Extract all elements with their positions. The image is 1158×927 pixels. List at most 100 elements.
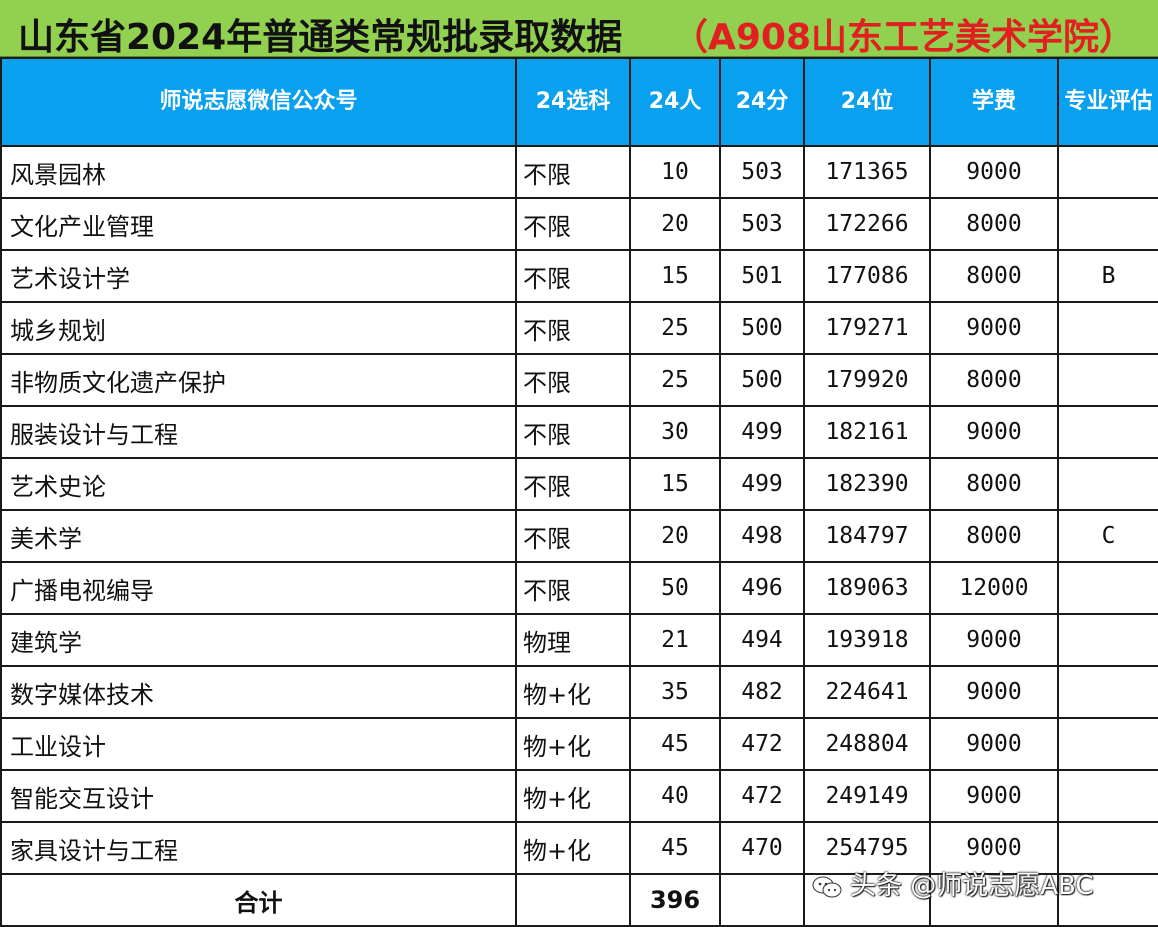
table-header-row: 师说志愿微信公众号 24选科 24人 24分 24位 学费 专业评估	[0, 57, 1158, 147]
cell-subject: 不限	[515, 561, 631, 615]
cell-score: 472	[719, 769, 805, 823]
cell-major: 数字媒体技术	[0, 665, 517, 719]
cell-subject: 物理	[515, 613, 631, 667]
cell-score: 472	[719, 717, 805, 771]
cell-count: 20	[629, 509, 721, 563]
title-bar: 山东省2024年普通类常规批录取数据 （A908山东工艺美术学院）	[0, 0, 1158, 58]
watermark-text: 头条 @师说志愿ABC	[850, 871, 1094, 901]
table-row: 家具设计与工程 物+化 45 470 254795 9000	[0, 821, 1158, 875]
cell-score: 482	[719, 665, 805, 719]
cell-major: 工业设计	[0, 717, 517, 771]
wechat-icon	[812, 876, 842, 897]
cell-eval	[1057, 665, 1158, 719]
cell-count: 20	[629, 197, 721, 251]
cell-count: 25	[629, 353, 721, 407]
table-row: 非物质文化遗产保护 不限 25 500 179920 8000	[0, 353, 1158, 407]
header-count: 24人	[629, 57, 721, 147]
header-eval: 专业评估	[1057, 57, 1158, 147]
cell-fee: 8000	[929, 197, 1059, 251]
cell-fee: 9000	[929, 145, 1059, 199]
cell-eval: B	[1057, 249, 1158, 303]
cell-eval	[1057, 717, 1158, 771]
cell-subject: 不限	[515, 145, 631, 199]
cell-rank: 179271	[803, 301, 931, 355]
cell-rank: 224641	[803, 665, 931, 719]
cell-rank: 182161	[803, 405, 931, 459]
cell-subject: 不限	[515, 249, 631, 303]
cell-score: 499	[719, 457, 805, 511]
cell-major: 家具设计与工程	[0, 821, 517, 875]
cell-eval	[1057, 301, 1158, 355]
admission-table: 师说志愿微信公众号 24选科 24人 24分 24位 学费 专业评估 风景园林不…	[0, 57, 1158, 927]
header-rank: 24位	[803, 57, 931, 147]
cell-fee: 8000	[929, 457, 1059, 511]
cell-subject: 不限	[515, 509, 631, 563]
cell-subject: 不限	[515, 405, 631, 459]
cell-score: 470	[719, 821, 805, 875]
total-empty-cell	[515, 873, 631, 927]
header-subject: 24选科	[515, 57, 631, 147]
table-row: 艺术设计学 不限 15 501 177086 8000 B	[0, 249, 1158, 303]
table-row: 服装设计与工程 不限 30 499 182161 9000	[0, 405, 1158, 459]
cell-subject: 不限	[515, 197, 631, 251]
total-empty-cell	[1057, 873, 1158, 927]
cell-fee: 9000	[929, 717, 1059, 771]
cell-major: 城乡规划	[0, 301, 517, 355]
cell-fee: 8000	[929, 249, 1059, 303]
cell-score: 503	[719, 145, 805, 199]
cell-major: 艺术设计学	[0, 249, 517, 303]
cell-major: 建筑学	[0, 613, 517, 667]
cell-score: 498	[719, 509, 805, 563]
table-row: 城乡规划 不限 25 500 179271 9000	[0, 301, 1158, 355]
cell-fee: 9000	[929, 613, 1059, 667]
cell-fee: 9000	[929, 821, 1059, 875]
cell-count: 21	[629, 613, 721, 667]
cell-rank: 248804	[803, 717, 931, 771]
cell-major: 艺术史论	[0, 457, 517, 511]
cell-subject: 物+化	[515, 769, 631, 823]
cell-score: 496	[719, 561, 805, 615]
cell-score: 501	[719, 249, 805, 303]
cell-score: 500	[719, 301, 805, 355]
cell-fee: 9000	[929, 405, 1059, 459]
cell-subject: 不限	[515, 353, 631, 407]
cell-rank: 179920	[803, 353, 931, 407]
cell-rank: 254795	[803, 821, 931, 875]
cell-score: 503	[719, 197, 805, 251]
cell-rank: 189063	[803, 561, 931, 615]
cell-subject: 物+化	[515, 665, 631, 719]
cell-eval	[1057, 405, 1158, 459]
watermark: 头条 @师说志愿ABC	[812, 868, 1094, 904]
cell-count: 40	[629, 769, 721, 823]
page-title: 山东省2024年普通类常规批录取数据	[18, 17, 623, 58]
cell-count: 25	[629, 301, 721, 355]
cell-fee: 12000	[929, 561, 1059, 615]
table-row: 建筑学 物理 21 494 193918 9000	[0, 613, 1158, 667]
cell-eval	[1057, 769, 1158, 823]
total-row: 合计 396	[0, 873, 1158, 927]
cell-count: 45	[629, 821, 721, 875]
cell-rank: 171365	[803, 145, 931, 199]
total-count: 396	[629, 873, 721, 927]
cell-eval	[1057, 353, 1158, 407]
cell-rank: 184797	[803, 509, 931, 563]
total-empty-cell	[719, 873, 805, 927]
cell-count: 50	[629, 561, 721, 615]
table-row: 风景园林 不限 10 503 171365 9000	[0, 145, 1158, 199]
cell-eval	[1057, 145, 1158, 199]
cell-eval	[1057, 821, 1158, 875]
cell-fee: 9000	[929, 301, 1059, 355]
cell-rank: 193918	[803, 613, 931, 667]
total-label: 合计	[0, 873, 517, 927]
table-row: 美术学 不限 20 498 184797 8000 C	[0, 509, 1158, 563]
cell-count: 15	[629, 457, 721, 511]
table-row: 广播电视编导 不限 50 496 189063 12000	[0, 561, 1158, 615]
cell-count: 45	[629, 717, 721, 771]
cell-major: 服装设计与工程	[0, 405, 517, 459]
cell-count: 30	[629, 405, 721, 459]
cell-major: 风景园林	[0, 145, 517, 199]
header-fee: 学费	[929, 57, 1059, 147]
cell-major: 智能交互设计	[0, 769, 517, 823]
cell-subject: 不限	[515, 301, 631, 355]
